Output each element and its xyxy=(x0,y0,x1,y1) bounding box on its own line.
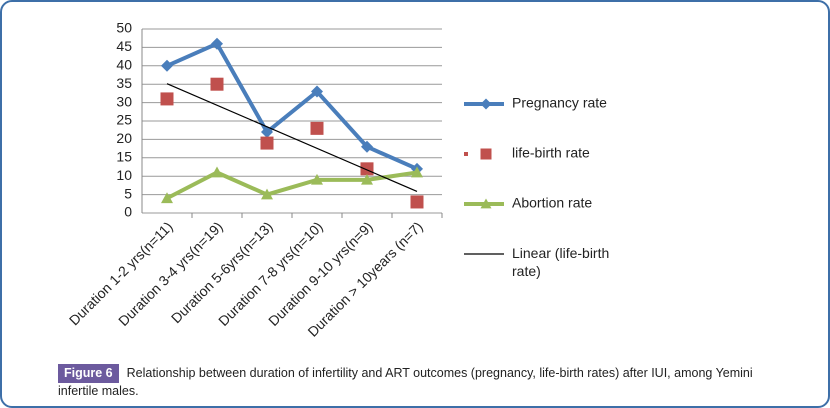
point xyxy=(161,59,173,72)
point xyxy=(260,136,274,150)
point xyxy=(410,195,424,209)
point xyxy=(160,92,174,106)
point xyxy=(211,37,223,50)
point xyxy=(161,192,173,204)
y-tick-label: 5 xyxy=(124,185,132,201)
y-tick-label: 50 xyxy=(116,20,132,36)
legend-label: Abortion rate xyxy=(512,195,592,211)
caption-text: Relationship between duration of inferti… xyxy=(58,366,753,398)
figure-label: Figure 6 xyxy=(58,364,119,383)
point xyxy=(360,162,374,176)
point xyxy=(411,166,423,178)
point xyxy=(361,173,373,185)
y-tick-label: 10 xyxy=(116,167,132,183)
point xyxy=(210,77,224,91)
y-tick-label: 40 xyxy=(116,57,132,73)
legend-marker xyxy=(480,198,492,209)
point xyxy=(310,121,324,135)
legend-marker xyxy=(480,98,492,110)
y-tick-label: 30 xyxy=(116,93,132,109)
point xyxy=(211,166,223,178)
y-tick-label: 0 xyxy=(124,204,132,220)
series-line xyxy=(166,170,418,201)
series-line xyxy=(166,41,418,171)
y-tick-label: 35 xyxy=(116,75,132,91)
point xyxy=(311,173,323,185)
legend-label: Linear (life-birth rate) xyxy=(512,245,609,279)
point xyxy=(261,188,273,200)
legend-label: life-birth rate xyxy=(512,145,590,161)
point xyxy=(361,140,373,153)
point xyxy=(311,85,323,98)
y-tick-label: 45 xyxy=(116,38,132,54)
legend-swatch xyxy=(464,152,468,156)
y-tick-label: 20 xyxy=(116,130,132,146)
legend-label: Pregnancy rate xyxy=(512,95,607,111)
legend-marker xyxy=(480,148,492,160)
y-tick-label: 25 xyxy=(116,112,132,128)
trendline xyxy=(166,83,418,192)
caption: Figure 6 Relationship between duration of… xyxy=(58,364,788,400)
y-tick-label: 15 xyxy=(116,149,132,165)
